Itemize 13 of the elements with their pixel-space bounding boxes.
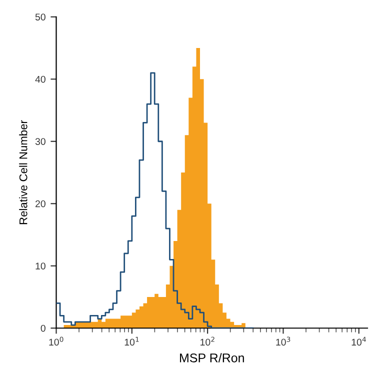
x-axis-title: MSP R/Ron <box>180 353 244 362</box>
y-tick-label: 0 <box>40 324 46 332</box>
x-tick-label: 10$^{1}$ <box>124 336 139 346</box>
y-tick-label: 50 <box>35 14 46 20</box>
y-tick-label: 10 <box>36 262 46 270</box>
y-axis-title: Relative Cell Number <box>19 120 28 224</box>
x-tick-label: 10$^{0}$ <box>49 336 64 346</box>
x-tick-label: 10$^{4}$ <box>352 336 366 346</box>
y-tick-label: 20 <box>36 200 46 208</box>
x-tick-label: 10$^{3}$ <box>276 336 290 346</box>
x-tick-label: 10$^{2}$ <box>200 336 214 346</box>
y-tick-label: 30 <box>35 138 46 145</box>
y-tick-label: 40 <box>35 76 46 83</box>
